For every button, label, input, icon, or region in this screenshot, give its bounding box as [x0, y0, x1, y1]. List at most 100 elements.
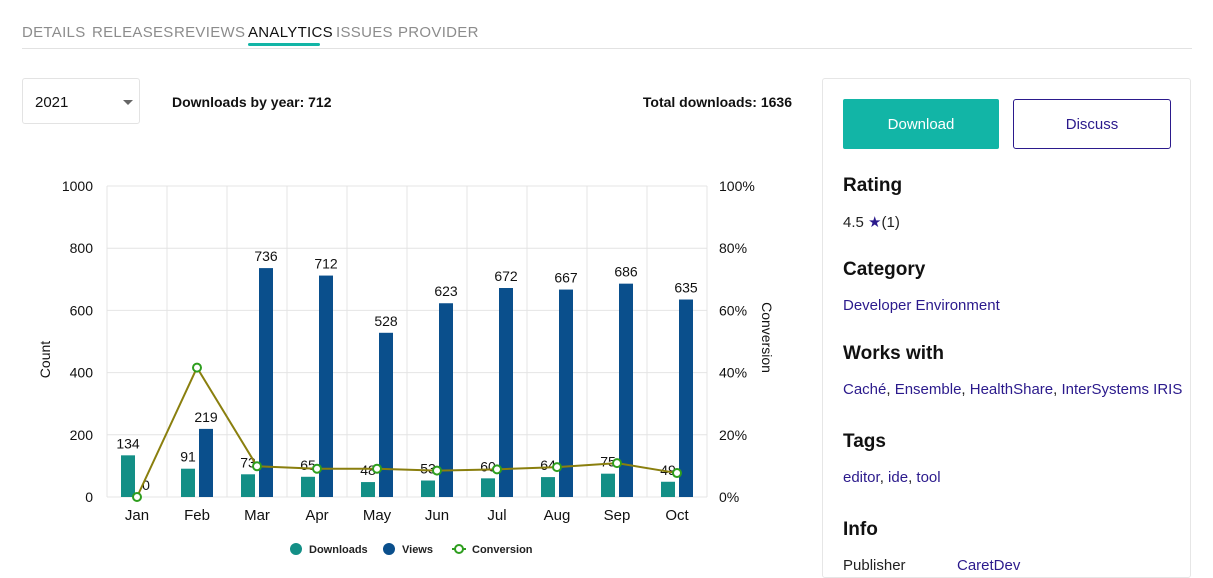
- legend-views-label: Views: [402, 544, 433, 556]
- rating-value: 4.5: [843, 214, 864, 231]
- x-axis-tick-label: Apr: [305, 507, 328, 524]
- conversion-point: [192, 362, 202, 373]
- download-button[interactable]: Download: [843, 99, 999, 149]
- bar-label-downloads: 64: [540, 457, 556, 473]
- bar-label-views: 528: [374, 313, 398, 329]
- tab-reviews[interactable]: REVIEWS: [174, 24, 246, 41]
- bar-downloads: [181, 468, 195, 497]
- conversion-point: [132, 492, 142, 502]
- rating-count: (1): [881, 214, 900, 231]
- works-with-link[interactable]: Ensemble: [894, 381, 962, 398]
- rating-title: Rating: [843, 175, 903, 196]
- category-link[interactable]: Developer Environment: [843, 297, 1000, 314]
- analytics-chart: 0 200 400 600 800 1000 0% 20% 40% 60% 80% 100% Count…: [37, 178, 775, 556]
- conversion-line: [136, 365, 678, 498]
- info-title: Info: [843, 519, 878, 540]
- total-downloads: Total downloads: 1636: [642, 94, 792, 110]
- legend-downloads-label: Downloads: [309, 544, 368, 556]
- x-axis-tick-label: Feb: [184, 507, 210, 524]
- y-axis-tick-label: 400: [70, 365, 94, 381]
- bar-views: [199, 428, 213, 497]
- x-axis-tick-label: Jun: [425, 507, 449, 524]
- y-axis-tick-label: 1000: [62, 178, 93, 194]
- bar-views: [619, 283, 633, 497]
- tab-issues[interactable]: ISSUES: [336, 24, 393, 41]
- bar-views: [259, 268, 273, 497]
- conversion-point: [432, 465, 442, 476]
- bar-downloads: [241, 474, 255, 497]
- x-axis-tick-label: Jan: [125, 507, 149, 524]
- y2-axis-tick-label: 100%: [719, 178, 755, 194]
- legend-conversion-marker: [454, 544, 464, 554]
- caret-down-icon: [123, 100, 133, 105]
- bar-label-downloads: 75: [600, 454, 616, 470]
- year-select-value: 2021: [35, 94, 69, 111]
- legend-downloads-marker: [290, 543, 302, 555]
- publisher-row: Publisher CaretDev: [843, 557, 1020, 574]
- y-axis-label: Count: [37, 341, 53, 378]
- x-axis-tick-label: Sep: [604, 507, 631, 524]
- bar-label-views: 667: [554, 270, 578, 286]
- bar-label-downloads: 53: [420, 461, 436, 477]
- x-axis-tick-label: May: [363, 507, 392, 524]
- bar-views: [499, 288, 513, 497]
- bar-views: [679, 299, 693, 497]
- works-with-link[interactable]: HealthShare: [969, 381, 1054, 398]
- tab-details[interactable]: DETAILS: [22, 24, 86, 41]
- legend-views-marker: [383, 543, 395, 555]
- bar-downloads: [421, 480, 435, 497]
- year-select[interactable]: 2021: [22, 78, 140, 124]
- bar-downloads: [661, 481, 675, 497]
- works-with-row: Caché, Ensemble, HealthShare, InterSyste…: [843, 381, 1183, 398]
- y-axis-tick-label: 800: [70, 240, 94, 256]
- y2-axis-tick-label: 60%: [719, 302, 747, 318]
- bar-downloads: [541, 477, 555, 497]
- bar-label-downloads: 91: [180, 449, 196, 465]
- bar-views: [379, 332, 393, 497]
- bar-label-views: 712: [314, 256, 338, 272]
- conversion-point: [612, 458, 622, 469]
- bar-label-views: 672: [494, 268, 518, 284]
- bar-label-views: 0: [142, 477, 150, 493]
- bar-views: [439, 303, 453, 497]
- y2-axis-label: Conversion: [759, 302, 775, 373]
- y-axis-tick-label: 0: [85, 489, 93, 505]
- works-with-link[interactable]: Caché: [843, 381, 887, 398]
- bar-label-downloads: 134: [116, 435, 140, 451]
- publisher-label: Publisher: [843, 557, 906, 574]
- conversion-point: [552, 462, 562, 473]
- rating-row: 4.5 ★(1): [843, 213, 900, 231]
- tab-provider[interactable]: PROVIDER: [398, 24, 479, 41]
- tab-bar: DETAILS RELEASES REVIEWS ANALYTICS ISSUE…: [22, 0, 1192, 49]
- bar-label-views: 623: [434, 283, 458, 299]
- tag-link[interactable]: ide: [888, 469, 909, 486]
- category-row: Developer Environment: [843, 297, 1000, 314]
- conversion-point: [312, 463, 322, 474]
- bar-label-downloads: 48: [360, 462, 376, 478]
- y-axis-tick-label: 600: [70, 302, 94, 318]
- discuss-button[interactable]: Discuss: [1013, 99, 1171, 149]
- bar-downloads: [601, 473, 615, 497]
- x-axis-tick-label: Mar: [244, 507, 270, 524]
- bar-label-views: 635: [674, 280, 698, 296]
- downloads-by-year: Downloads by year: 712: [172, 94, 332, 110]
- y2-axis-tick-label: 40%: [719, 365, 747, 381]
- bar-views: [319, 275, 333, 497]
- publisher-link[interactable]: CaretDev: [957, 557, 1021, 574]
- works-with-link[interactable]: InterSystems IRIS: [1061, 381, 1183, 398]
- tag-link[interactable]: tool: [916, 469, 941, 486]
- conversion-point: [672, 468, 682, 479]
- bar-label-views: 219: [194, 409, 218, 425]
- tags-row: editor, ide, tool: [843, 469, 941, 486]
- tag-link[interactable]: editor: [843, 469, 880, 486]
- conversion-point: [372, 463, 382, 474]
- x-axis-tick-label: Jul: [487, 507, 506, 524]
- bar-label-views: 736: [254, 248, 278, 264]
- works-with-title: Works with: [843, 343, 944, 364]
- bar-downloads: [121, 455, 135, 497]
- side-panel: Download Discuss Rating 4.5 ★(1) Categor…: [822, 78, 1191, 578]
- tab-releases[interactable]: RELEASES: [92, 24, 174, 41]
- y2-axis-tick-label: 20%: [719, 427, 747, 443]
- tab-analytics[interactable]: ANALYTICS: [248, 24, 333, 41]
- x-axis-tick-label: Oct: [665, 507, 689, 524]
